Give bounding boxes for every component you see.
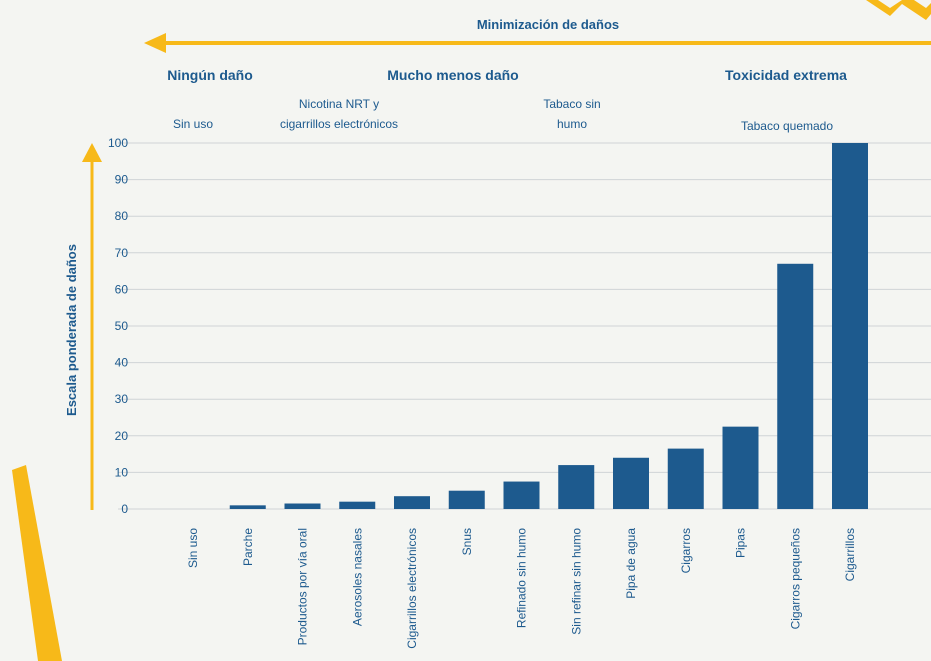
- y-axis-label: Escala ponderada de daños: [64, 244, 79, 416]
- x-tick-label: Sin refinar sin humo: [569, 528, 583, 635]
- y-tick-label: 20: [115, 429, 129, 443]
- x-tick-label: Aerosoles nasales: [350, 528, 364, 626]
- y-tick-label: 100: [108, 136, 128, 150]
- bar: [558, 465, 595, 509]
- bar: [832, 143, 868, 509]
- y-tick-labels: 0 10 20 30 40 50 60 70 80 90 100: [108, 136, 128, 516]
- y-tick-label: 0: [121, 502, 128, 516]
- y-tick-label: 30: [115, 392, 129, 406]
- y-tick-label: 70: [115, 246, 129, 260]
- harm-minimization-arrow-head-icon: [144, 33, 166, 53]
- x-tick-label: Snus: [460, 528, 474, 555]
- category-subtitle-burned: Tabaco quemado: [741, 119, 833, 133]
- category-title-extreme: Toxicidad extrema: [725, 67, 847, 83]
- x-tick-label: Cigarros pequeños: [788, 528, 802, 629]
- x-tick-label: Cigarros: [679, 528, 693, 573]
- bar: [722, 426, 759, 509]
- bar: [394, 496, 430, 509]
- y-tick-label: 40: [115, 356, 129, 370]
- x-tick-label: Refinado sin humo: [515, 528, 529, 628]
- x-tick-label: Pipas: [734, 528, 748, 558]
- decorative-yellow-chevrons: [866, 0, 931, 20]
- bar: [448, 490, 485, 509]
- x-tick-label: Sin uso: [186, 528, 200, 568]
- bar: [613, 457, 649, 509]
- x-tick-label: Cigarrillos electrónicos: [405, 528, 419, 649]
- category-subtitle-none: Sin uso: [173, 117, 213, 131]
- bars: [229, 143, 868, 509]
- bar: [667, 448, 704, 509]
- bar: [339, 501, 376, 509]
- category-subtitle-nrt-line2: cigarrillos electrónicos: [280, 117, 398, 131]
- category-subtitle-nrt-line1: Nicotina NRT y: [299, 97, 379, 111]
- y-tick-label: 60: [115, 282, 129, 296]
- x-tick-label: Parche: [241, 528, 255, 566]
- y-axis-arrow-head-icon: [82, 143, 102, 162]
- bar: [503, 481, 540, 509]
- category-subtitle-smokeless-line1: Tabaco sin: [543, 97, 600, 111]
- y-tick-label: 50: [115, 319, 129, 333]
- y-tick-label: 80: [115, 209, 129, 223]
- x-tick-labels: Sin uso Parche Productos por vía oral Aeros…: [186, 528, 857, 649]
- category-subtitle-smokeless-line2: humo: [557, 117, 587, 131]
- decorative-yellow-stripe: [12, 465, 62, 661]
- category-title-much-less: Mucho menos daño: [387, 67, 518, 83]
- bar: [777, 263, 814, 509]
- bar: [284, 503, 321, 509]
- top-arrow-label: Minimización de daños: [477, 17, 619, 32]
- x-tick-label: Productos por vía oral: [296, 528, 310, 645]
- y-tick-label: 10: [115, 465, 129, 479]
- category-title-none: Ningún daño: [167, 67, 253, 83]
- y-tick-label: 90: [115, 173, 129, 187]
- bar: [229, 505, 266, 509]
- x-tick-label: Pipa de agua: [624, 528, 638, 599]
- x-tick-label: Cigarrillos: [843, 528, 857, 581]
